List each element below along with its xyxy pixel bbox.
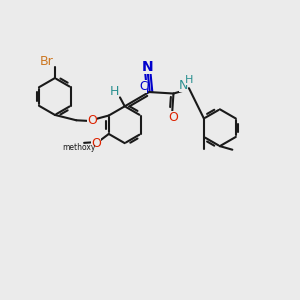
Text: H: H: [185, 75, 194, 85]
Text: O: O: [168, 111, 178, 124]
Text: H: H: [109, 85, 119, 98]
Text: N: N: [179, 79, 188, 92]
Text: methoxy: methoxy: [62, 142, 96, 152]
Text: N: N: [142, 60, 153, 74]
Text: C: C: [139, 80, 147, 93]
Text: Br: Br: [40, 55, 53, 68]
Text: O: O: [92, 137, 101, 150]
Text: O: O: [87, 114, 97, 128]
